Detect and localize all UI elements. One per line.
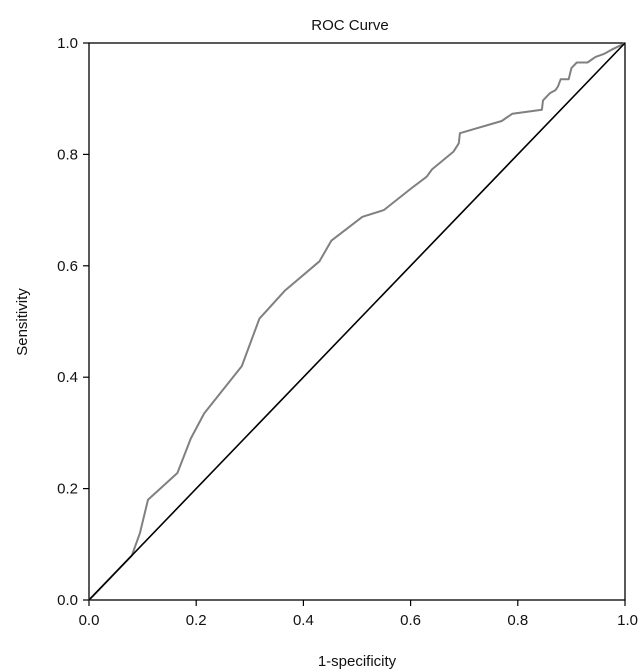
series-layer bbox=[88, 42, 626, 601]
axis-ticks: 0.0 0.2 0.4 0.6 0.8 1.0 0.0 0.2 0.4 0.6 0.8 1.0 bbox=[57, 35, 638, 629]
x-axis-title: 1-specificity bbox=[318, 653, 397, 670]
x-tick-label: 0.8 bbox=[507, 612, 528, 629]
y-tick-label: 1.0 bbox=[57, 35, 78, 52]
x-tick-label: 1.0 bbox=[617, 612, 638, 629]
x-tick-label: 0.6 bbox=[400, 612, 421, 629]
x-tick-label: 0.4 bbox=[293, 612, 314, 629]
reference-diagonal-line bbox=[88, 42, 626, 601]
y-tick-label: 0.4 bbox=[57, 369, 78, 386]
y-axis-title: Sensitivity bbox=[14, 288, 31, 356]
y-tick-label: 0.0 bbox=[57, 592, 78, 609]
y-tick-label: 0.8 bbox=[57, 146, 78, 163]
chart-title: ROC Curve bbox=[311, 17, 389, 34]
x-tick-label: 0.0 bbox=[79, 612, 100, 629]
plot-frame bbox=[88, 42, 626, 601]
y-tick-label: 0.2 bbox=[57, 481, 78, 498]
roc-curve-line bbox=[88, 42, 626, 601]
y-tick-label: 0.6 bbox=[57, 258, 78, 275]
x-tick-label: 0.2 bbox=[186, 612, 207, 629]
